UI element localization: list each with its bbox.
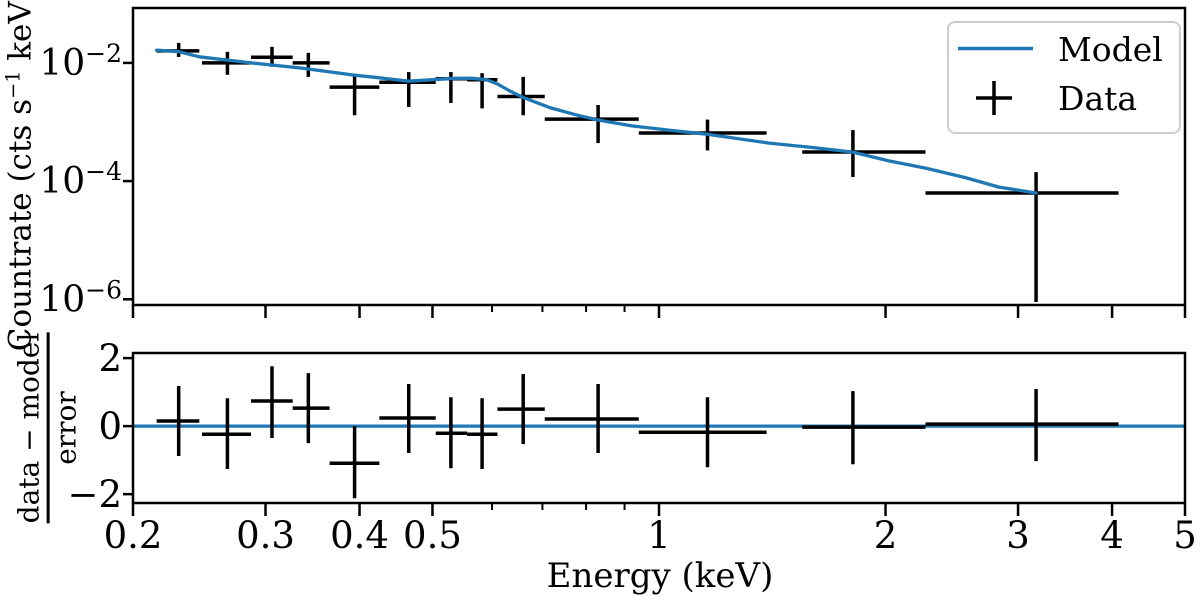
y-tick-label: 10−6	[39, 275, 122, 320]
residual-label-numerator: data − model	[12, 332, 46, 524]
energy-axis-label: Energy (keV)	[546, 556, 774, 596]
x-tick-label: 1	[647, 514, 671, 557]
x-tick-label: 0.3	[236, 514, 295, 557]
residual-panel	[131, 351, 1187, 505]
spectrum-frame	[131, 6, 1187, 307]
y-tick-exponent: −6	[85, 275, 122, 304]
residual-label-denominator: error	[50, 391, 83, 465]
residual-axis-label: data − model error	[12, 332, 83, 524]
residual-data-point	[379, 383, 436, 453]
legend-entry: Data	[976, 79, 1137, 118]
y-tick-label: 10−4	[39, 157, 122, 202]
label-text: Countrate (cts s	[2, 98, 39, 352]
x-tick-label: 2	[874, 514, 898, 557]
residual-data-point	[156, 385, 200, 457]
spectrum-panel	[131, 6, 1187, 307]
x-tick-label: 4	[1100, 514, 1124, 557]
residual-frame	[131, 351, 1187, 505]
label-text: keV	[2, 1, 39, 71]
residual-data-point	[497, 374, 545, 445]
residual-data-point	[251, 366, 293, 439]
legend-label: Model	[1058, 30, 1163, 69]
residual-data-point	[201, 398, 252, 469]
y-tick-label: −2	[67, 473, 122, 516]
residual-data-point	[435, 397, 468, 469]
countrate-axis-label: Countrate (cts s−1 keV−1)	[2, 0, 39, 351]
y-tick-label: 10−2	[39, 39, 122, 84]
exponent-text: −1	[1, 70, 25, 99]
spectrum-data-point	[329, 74, 380, 116]
axis-ticks: 0.2 0.3 0.4 0.5 1 2 3 4 5 10−2 10−4 10−6 2 0 −2	[39, 39, 1196, 557]
x-tick-label: 3	[1006, 514, 1030, 557]
residual-data-point	[329, 426, 380, 499]
y-tick-label: 0	[98, 405, 122, 448]
residual-data-point	[925, 389, 1119, 462]
y-tick-exponent: −2	[85, 39, 122, 68]
x-tick-label: 5	[1173, 514, 1197, 557]
x-tick-label: 0.2	[104, 514, 163, 557]
y-tick-label: 2	[98, 337, 122, 380]
x-tick-label: 0.4	[330, 514, 389, 557]
exponent-text: −1	[2, 0, 25, 1]
residual-data-point	[544, 383, 639, 453]
legend-entry: Model	[958, 30, 1163, 69]
residual-data-point	[467, 398, 498, 469]
spectrum-data-point	[292, 52, 330, 77]
y-tick-exponent: −4	[85, 157, 122, 186]
residual-data-point	[292, 373, 330, 444]
legend: Model Data	[947, 21, 1181, 134]
model-line	[154, 48, 1038, 195]
residual-data-point	[638, 397, 767, 468]
x-tick-label: 0.5	[403, 514, 462, 557]
residual-data-point	[802, 391, 926, 465]
legend-label: Data	[1058, 79, 1137, 118]
